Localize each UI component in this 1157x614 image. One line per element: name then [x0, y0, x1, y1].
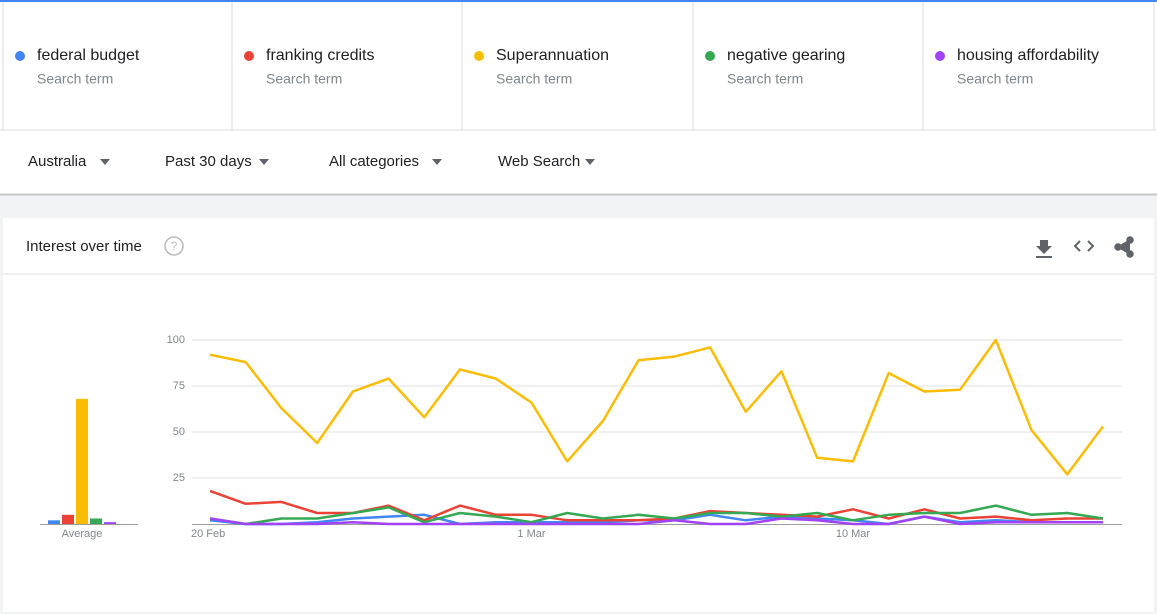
- term-name[interactable]: federal budget: [37, 47, 140, 64]
- term-dividers: [2, 2, 1155, 130]
- panel: [3, 218, 1154, 612]
- term-subtitle: Search term: [727, 71, 803, 87]
- dropdown-arrow[interactable]: [100, 159, 110, 165]
- term-subtitle: Search term: [266, 71, 342, 87]
- term-subtitle: Search term: [496, 71, 572, 87]
- series-line: [209, 515, 1103, 526]
- download-icon[interactable]: [1036, 240, 1052, 258]
- panel-title: Interest over time: [26, 238, 142, 255]
- dropdown-arrow[interactable]: [259, 159, 269, 165]
- filter-label[interactable]: Australia: [28, 153, 87, 170]
- y-tick-label: 100: [167, 334, 185, 346]
- term-dot: [244, 51, 254, 61]
- average-bar: [90, 518, 102, 524]
- x-tick-label: 20 Feb: [191, 528, 225, 540]
- y-tick-label: 75: [173, 380, 185, 392]
- term-name[interactable]: Superannuation: [496, 47, 609, 64]
- term-name[interactable]: housing affordability: [957, 47, 1099, 64]
- average-bar: [76, 398, 88, 524]
- term-name[interactable]: negative gearing: [727, 47, 845, 64]
- share-icon[interactable]: [1114, 236, 1134, 258]
- filter-label[interactable]: All categories: [329, 153, 419, 170]
- help-icon[interactable]: ?: [164, 236, 184, 256]
- term-dot: [935, 51, 945, 61]
- term-subtitle: Search term: [957, 71, 1033, 87]
- term-dot: [474, 51, 484, 61]
- series-line: [209, 504, 1104, 526]
- y-tick-label: 25: [173, 472, 185, 484]
- dropdown-arrow[interactable]: [585, 159, 595, 165]
- average-label: Average: [62, 528, 103, 540]
- series-line: [209, 338, 1105, 476]
- average-bar: [62, 514, 74, 524]
- y-tick-label: 50: [173, 426, 185, 438]
- top-accent: [0, 0, 1157, 2]
- term-dot: [15, 51, 25, 61]
- term-dot: [705, 51, 715, 61]
- average-bar: [104, 522, 116, 524]
- term-subtitle: Search term: [37, 71, 113, 87]
- average-bar: [48, 520, 60, 524]
- dropdown-arrow[interactable]: [432, 159, 442, 165]
- filter-label[interactable]: Web Search: [498, 153, 580, 170]
- x-tick-label: 10 Mar: [836, 528, 871, 540]
- x-tick-label: 1 Mar: [517, 528, 545, 540]
- filter-label[interactable]: Past 30 days: [165, 153, 252, 170]
- term-name[interactable]: franking credits: [266, 47, 375, 64]
- embed-icon[interactable]: [1073, 240, 1095, 252]
- terms-bar: [0, 0, 1157, 130]
- filter-bar: [0, 130, 1157, 194]
- svg-text:?: ?: [171, 239, 178, 253]
